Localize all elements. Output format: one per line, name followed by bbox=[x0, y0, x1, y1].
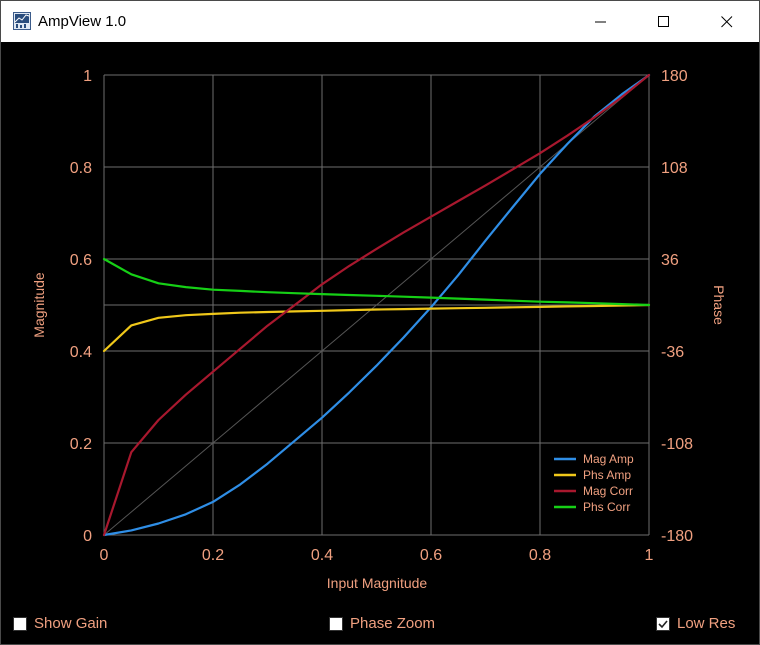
y2-axis-label: Phase bbox=[711, 285, 727, 325]
y2-tick-label: -180 bbox=[661, 528, 693, 545]
y-tick-label: 0.6 bbox=[70, 252, 92, 269]
low-res-box[interactable] bbox=[656, 616, 670, 631]
amplifier-chart: 0 0.2 0.4 0.6 0.8 1 0 0.2 0.4 0.6 0.8 1 -180 -108 -36 3… bbox=[31, 68, 727, 591]
chart-legend: Mag Amp Phs Amp Mag Corr Phs Corr bbox=[554, 452, 634, 514]
x-tick-label: 0.2 bbox=[202, 547, 224, 564]
show-gain-checkbox[interactable]: Show Gain bbox=[13, 615, 107, 632]
y-tick-label: 0.8 bbox=[70, 160, 92, 177]
phase-zoom-box[interactable] bbox=[329, 616, 343, 631]
maximize-icon bbox=[658, 15, 669, 27]
chart-series bbox=[102, 73, 651, 537]
checkmark-icon bbox=[658, 619, 668, 628]
y-tick-label: 0.2 bbox=[70, 436, 92, 453]
close-icon bbox=[721, 15, 733, 27]
maximize-button[interactable] bbox=[641, 1, 687, 42]
low-res-checkbox[interactable]: Low Res bbox=[656, 615, 735, 632]
minimize-icon bbox=[595, 21, 606, 22]
app-chart-icon bbox=[13, 12, 31, 30]
x-tick-label: 0.4 bbox=[311, 547, 333, 564]
y-tick-label: 1 bbox=[83, 68, 92, 85]
chart-grid bbox=[103, 74, 650, 536]
title-bar[interactable]: AmpView 1.0 bbox=[1, 1, 759, 42]
legend-label: Mag Corr bbox=[583, 484, 633, 498]
y2-tick-label: 36 bbox=[661, 252, 679, 269]
chart-tick-labels: 0 0.2 0.4 0.6 0.8 1 0 0.2 0.4 0.6 0.8 1 -180 -108 -36 3… bbox=[70, 68, 693, 564]
series-line-phs-corr bbox=[102, 257, 651, 307]
legend-label: Phs Corr bbox=[583, 500, 630, 514]
close-button[interactable] bbox=[704, 1, 750, 42]
legend-label: Phs Amp bbox=[583, 468, 631, 482]
series-line-reference bbox=[103, 74, 650, 536]
y2-tick-label: 180 bbox=[661, 68, 688, 85]
show-gain-label: Show Gain bbox=[34, 615, 108, 632]
y-tick-label: 0.4 bbox=[70, 344, 92, 361]
series-line-mag-corr bbox=[102, 73, 651, 537]
show-gain-box[interactable] bbox=[13, 616, 27, 631]
x-tick-label: 0.8 bbox=[529, 547, 551, 564]
phase-zoom-label: Phase Zoom bbox=[350, 615, 436, 632]
window-title: AmpView 1.0 bbox=[38, 13, 127, 30]
y2-tick-label: -36 bbox=[661, 344, 684, 361]
legend-label: Mag Amp bbox=[583, 452, 634, 466]
minimize-button[interactable] bbox=[578, 1, 624, 42]
x-axis-label: Input Magnitude bbox=[327, 575, 428, 591]
y2-tick-label: 108 bbox=[661, 160, 688, 177]
y-axis-label: Magnitude bbox=[31, 272, 47, 338]
x-tick-label: 0 bbox=[100, 547, 109, 564]
x-tick-label: 1 bbox=[645, 547, 654, 564]
y2-tick-label: -108 bbox=[661, 436, 693, 453]
y-tick-label: 0 bbox=[83, 528, 92, 545]
series-line-phs-amp bbox=[102, 303, 651, 353]
phase-zoom-checkbox[interactable]: Phase Zoom bbox=[329, 615, 435, 632]
low-res-label: Low Res bbox=[677, 615, 736, 632]
series-line-mag-amp bbox=[102, 73, 651, 537]
x-tick-label: 0.6 bbox=[420, 547, 442, 564]
